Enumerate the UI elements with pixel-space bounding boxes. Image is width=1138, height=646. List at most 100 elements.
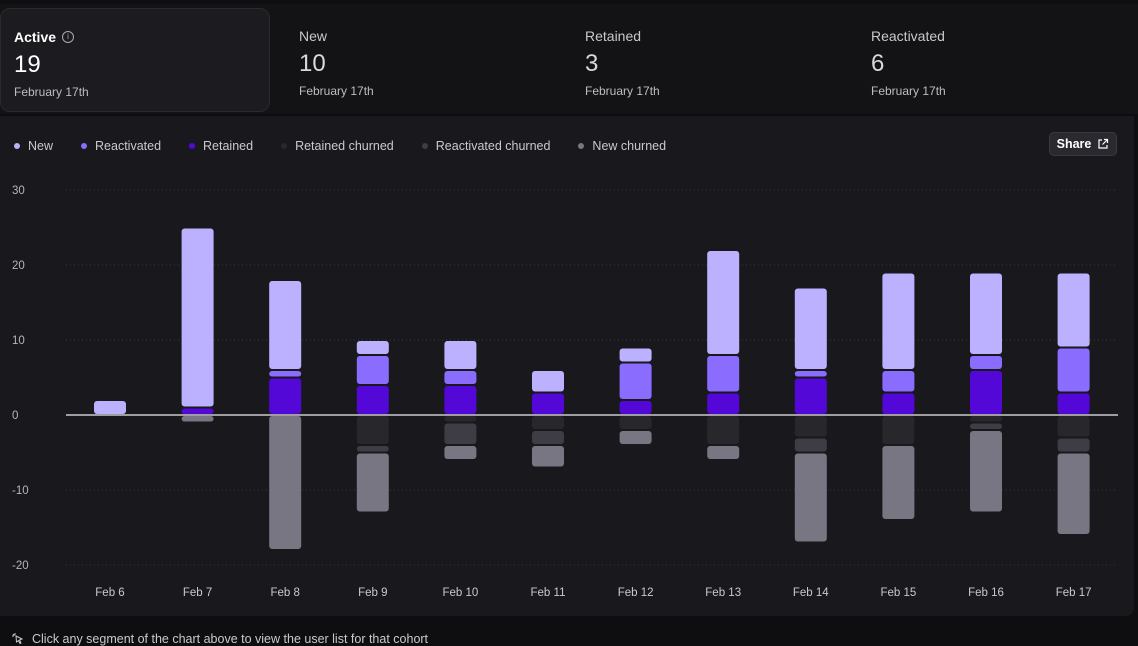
bar-segment-retained[interactable]: [794, 378, 827, 415]
bar-segment-new-churned[interactable]: [444, 446, 477, 459]
legend-dot-new: [14, 143, 20, 149]
bar-segment-reactivated[interactable]: [882, 371, 915, 392]
stat-card-new[interactable]: New 10 February 17th: [286, 8, 556, 112]
bar-segment-retained-churned[interactable]: [794, 416, 827, 437]
share-button[interactable]: Share: [1049, 132, 1117, 156]
bar-segment-new-churned[interactable]: [356, 453, 389, 512]
stat-label-reactivated: Reactivated: [871, 28, 945, 44]
x-tick-label: Feb 7: [183, 587, 212, 599]
bar-segment-retained[interactable]: [1057, 393, 1090, 415]
legend-dot-retained-churned: [281, 143, 288, 149]
stat-label-new: New: [299, 28, 328, 44]
bar-segment-retained-churned[interactable]: [970, 416, 1002, 422]
y-tick-label: -10: [12, 485, 29, 497]
bar-segment-reactivated[interactable]: [444, 371, 477, 384]
bar-segment-new[interactable]: [1057, 273, 1090, 347]
stats-bar: Active i 19 February 17th New 10 Februar…: [0, 4, 1138, 114]
x-tick-label: Feb 9: [358, 587, 387, 599]
bar-segment-retained-churned[interactable]: [1057, 416, 1090, 437]
bar-segment-retained-churned[interactable]: [619, 416, 652, 429]
bar-segment-new-churned[interactable]: [882, 446, 915, 519]
bar-segment-new[interactable]: [181, 228, 214, 407]
bar-segment-reactivated[interactable]: [619, 363, 652, 400]
bar-segment-new[interactable]: [532, 371, 564, 392]
bar-segment-new-churned[interactable]: [970, 431, 1002, 512]
bar-segment-new[interactable]: [882, 273, 915, 370]
bar-segment-new-churned[interactable]: [181, 416, 214, 422]
bar-segment-reactivated[interactable]: [1057, 348, 1090, 392]
legend-label-new-churned: New churned: [592, 139, 667, 153]
bar-segment-new[interactable]: [356, 341, 389, 354]
bar-segment-new[interactable]: [794, 288, 827, 370]
legend-item-new-churned[interactable]: New churned: [578, 139, 666, 153]
bar-segment-reactivated-churned[interactable]: [1057, 438, 1090, 452]
external-link-icon: [1098, 138, 1109, 149]
bar-segment-reactivated-churned[interactable]: [356, 446, 389, 452]
legend-dot-reactivated: [81, 143, 88, 149]
bar-segment-retained-churned[interactable]: [532, 416, 564, 429]
stat-date-new: February 17th: [299, 84, 374, 98]
bar-segment-retained[interactable]: [970, 371, 1002, 414]
legend-item-new[interactable]: New: [14, 139, 53, 153]
bar-segment-new[interactable]: [707, 251, 740, 354]
bar-segment-reactivated-churned[interactable]: [444, 423, 477, 445]
bar-segment-new[interactable]: [970, 273, 1002, 355]
bar-segment-reactivated[interactable]: [707, 356, 740, 392]
x-tick-label: Feb 10: [442, 587, 478, 599]
stat-card-retained[interactable]: Retained 3 February 17th: [572, 8, 842, 112]
legend-item-retained[interactable]: Retained: [189, 139, 253, 153]
info-icon[interactable]: i: [62, 31, 75, 43]
bar-segment-reactivated-churned[interactable]: [970, 423, 1002, 430]
bar-segment-reactivated[interactable]: [269, 371, 302, 377]
stat-label-active: Active: [14, 29, 57, 45]
bar-segment-new[interactable]: [444, 341, 477, 369]
chart-legend: New Reactivated Retained Retained churne…: [14, 138, 694, 154]
legend-item-reactivated[interactable]: Reactivated: [81, 139, 161, 153]
bar-segment-new[interactable]: [619, 348, 652, 362]
bar-segment-reactivated[interactable]: [794, 371, 827, 377]
bar-segment-retained[interactable]: [707, 393, 740, 415]
bar-segment-retained[interactable]: [619, 401, 652, 414]
cursor-click-icon: [12, 633, 24, 645]
stat-card-reactivated[interactable]: Reactivated 6 February 17th: [858, 8, 1128, 112]
y-tick-label: 0: [12, 410, 18, 422]
bar-segment-retained[interactable]: [882, 393, 915, 415]
bar-segment-retained-churned[interactable]: [707, 416, 740, 444]
bar-segment-new-churned[interactable]: [269, 416, 302, 549]
bar-segment-reactivated-churned[interactable]: [532, 431, 564, 444]
legend-label-retained-churned: Retained churned: [295, 139, 394, 153]
bar-segment-retained[interactable]: [181, 408, 214, 415]
bar-segment-reactivated[interactable]: [356, 356, 389, 384]
y-tick-label: 10: [12, 335, 25, 347]
legend-dot-retained: [189, 143, 196, 149]
bar-segment-new-churned[interactable]: [794, 453, 827, 542]
bar-segment-retained-churned[interactable]: [882, 416, 915, 444]
bar-segment-new-churned[interactable]: [707, 446, 740, 459]
legend-item-retained-churned[interactable]: Retained churned: [281, 139, 394, 153]
x-tick-label: Feb 6: [95, 587, 124, 599]
bar-segment-new-churned[interactable]: [532, 446, 564, 467]
bar-segment-reactivated[interactable]: [970, 356, 1002, 369]
legend-label-reactivated: Reactivated: [95, 139, 162, 153]
legend-dot-reactivated-churned: [421, 143, 428, 149]
bar-segment-retained[interactable]: [356, 386, 389, 414]
bar-segment-new[interactable]: [94, 401, 126, 414]
bar-segment-retained[interactable]: [444, 386, 477, 414]
footer-hint: Click any segment of the chart above to …: [12, 632, 428, 646]
bar-segment-new[interactable]: [269, 281, 302, 369]
legend-item-reactivated-churned[interactable]: Reactivated churned: [421, 139, 550, 153]
legend-label-new: New: [28, 139, 54, 153]
stat-date-active: February 17th: [14, 85, 89, 99]
stat-value-new: 10: [299, 50, 326, 77]
legend-label-retained: Retained: [203, 139, 254, 153]
bar-segment-retained[interactable]: [269, 378, 302, 415]
bar-segment-retained-churned[interactable]: [444, 416, 477, 422]
x-tick-label: Feb 17: [1056, 587, 1092, 599]
bar-segment-new-churned[interactable]: [619, 431, 652, 444]
stat-card-active[interactable]: Active i 19 February 17th: [0, 8, 270, 112]
bar-segment-retained[interactable]: [532, 393, 564, 415]
bar-segment-reactivated-churned[interactable]: [794, 438, 827, 452]
x-tick-label: Feb 11: [531, 587, 566, 599]
bar-segment-retained-churned[interactable]: [356, 416, 389, 444]
bar-segment-new-churned[interactable]: [1057, 453, 1090, 535]
